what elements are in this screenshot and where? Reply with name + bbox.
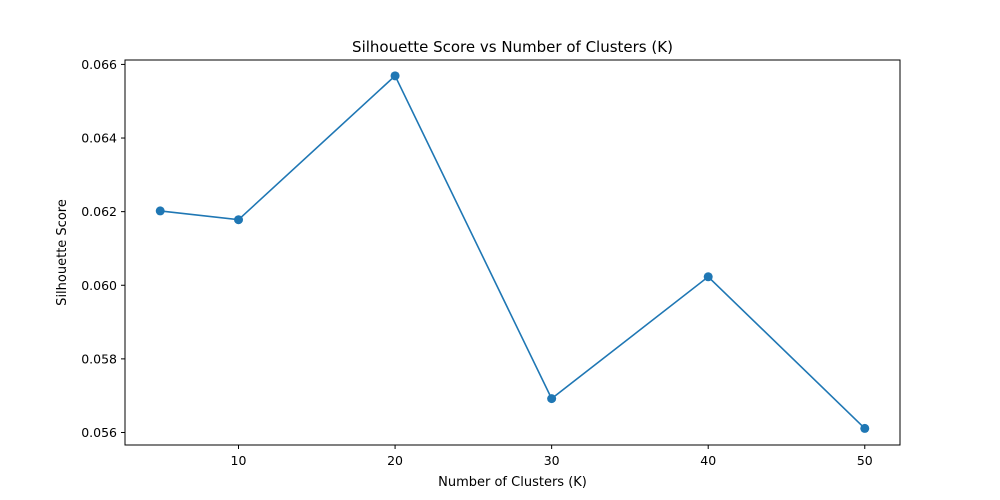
- x-axis-label: Number of Clusters (K): [438, 475, 587, 490]
- y-tick-label: 0.066: [81, 57, 117, 72]
- silhouette-series-line: [160, 74, 866, 429]
- y-axis-label: Silhouette Score: [55, 199, 70, 306]
- data-point: [390, 71, 400, 81]
- chart-title: Silhouette Score vs Number of Clusters (…: [352, 38, 673, 56]
- y-axis-ticks: 0.056 0.058 0.060 0.062 0.064 0.066: [81, 57, 125, 440]
- x-tick-label: 30: [544, 453, 560, 468]
- plot-area-frame: [124, 59, 901, 446]
- x-axis-ticks: 10 20 30 40 50: [231, 445, 873, 468]
- y-tick-label: 0.056: [81, 425, 117, 440]
- y-tick-label: 0.062: [81, 204, 117, 219]
- data-point: [860, 423, 870, 433]
- data-point: [547, 394, 557, 404]
- data-point: [703, 272, 713, 282]
- data-point: [234, 215, 244, 225]
- x-tick-label: 10: [231, 453, 247, 468]
- data-point: [155, 206, 165, 216]
- x-tick-label: 50: [857, 453, 873, 468]
- y-tick-label: 0.058: [81, 351, 117, 366]
- y-tick-label: 0.060: [81, 278, 117, 293]
- silhouette-series-markers: [155, 71, 870, 433]
- x-tick-label: 20: [387, 453, 403, 468]
- y-tick-label: 0.064: [81, 131, 117, 146]
- x-tick-label: 40: [700, 453, 716, 468]
